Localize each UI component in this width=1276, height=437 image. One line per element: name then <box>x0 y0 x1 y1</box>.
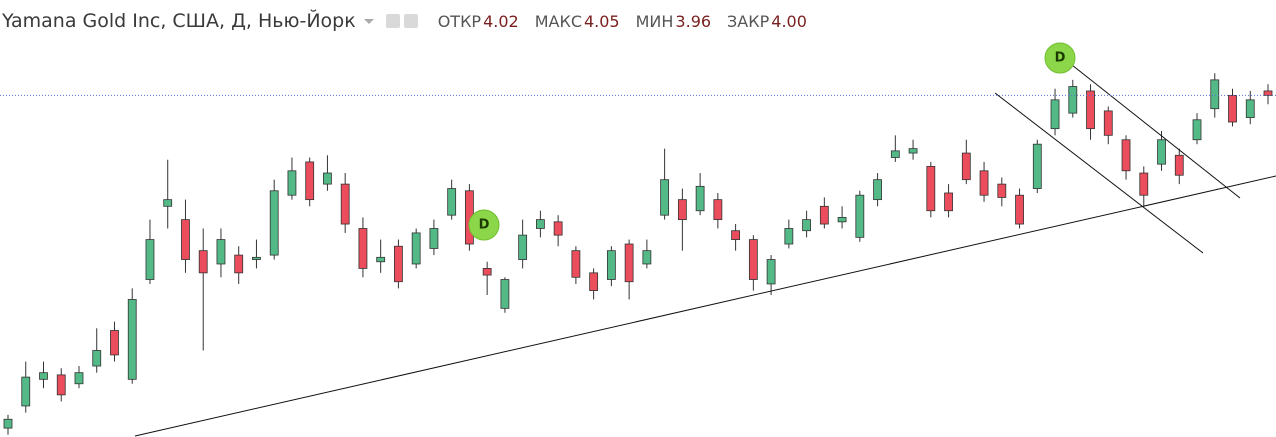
candle-body <box>429 228 439 249</box>
ohlc-item: ЗАКР 4.00 <box>727 12 807 31</box>
candle-body <box>1068 86 1078 114</box>
candle-body <box>198 250 208 274</box>
marker-label: D <box>479 218 490 233</box>
candle-body <box>642 250 652 265</box>
candle-body <box>731 230 741 240</box>
candle-body <box>1103 110 1113 136</box>
candle-body <box>944 192 953 212</box>
candle-body <box>305 161 315 201</box>
candle-body <box>571 250 581 278</box>
ohlc-item: ОТКР 4.02 <box>438 12 519 31</box>
candle-body <box>1139 172 1149 196</box>
candle-body <box>624 243 634 283</box>
candle-body <box>1015 194 1024 225</box>
candle-body <box>1228 94 1237 123</box>
candle-body <box>606 250 616 280</box>
ohlc-item: МАКС 4.05 <box>535 12 620 31</box>
ohlc-label: ОТКР <box>437 11 482 31</box>
candle-body <box>21 376 31 407</box>
candle-body <box>447 188 457 216</box>
candle-body <box>92 350 102 367</box>
candle-body <box>535 219 545 229</box>
candle-body <box>997 183 1007 198</box>
candle-body <box>74 372 84 385</box>
candle-body <box>145 239 155 280</box>
candle-body <box>802 219 811 232</box>
ohlc-value: 4.00 <box>771 11 807 31</box>
candle-body <box>482 268 492 276</box>
candle-body <box>56 374 66 396</box>
ohlc-label: МАКС <box>534 11 582 31</box>
candle-body <box>1086 90 1095 130</box>
dropdown-caret[interactable] <box>363 18 374 24</box>
ohlc-value: 4.05 <box>583 11 620 31</box>
candle-body <box>660 179 670 216</box>
ohlc-item: МИН 3.96 <box>636 12 711 31</box>
candle-body <box>1192 119 1202 141</box>
candle-body <box>784 228 794 245</box>
candle-body <box>713 199 723 221</box>
candle-body <box>376 256 386 263</box>
candle-body <box>908 148 918 154</box>
candle-body <box>589 272 599 291</box>
candle-body <box>252 256 261 260</box>
candle-body <box>1263 90 1273 96</box>
candle-body <box>855 194 865 238</box>
candle-body <box>1210 79 1220 110</box>
candle-body <box>926 165 936 212</box>
ohlc-label: ЗАКР <box>727 11 770 31</box>
candle-body <box>766 259 776 285</box>
candle-body <box>837 216 847 223</box>
candle-body <box>163 199 173 207</box>
candle-body <box>695 185 705 212</box>
trend-line <box>134 175 1276 437</box>
candle-body <box>3 418 13 429</box>
candle-body <box>127 299 137 380</box>
candle-body <box>500 279 510 309</box>
dividend-marker[interactable]: D <box>1044 42 1076 74</box>
candle-body <box>979 170 989 196</box>
candle-body <box>340 183 350 225</box>
candle-body <box>553 221 563 236</box>
candle-body <box>323 172 332 185</box>
candle-body <box>1245 99 1255 118</box>
candle-body <box>677 199 687 221</box>
candles <box>3 73 1273 435</box>
candle-body <box>961 152 971 181</box>
candle-body <box>394 245 403 283</box>
candle-body <box>518 234 528 260</box>
candle-body <box>1121 139 1131 172</box>
settings-icon[interactable] <box>403 14 418 28</box>
candle-body <box>110 330 119 356</box>
candle-body <box>358 228 368 269</box>
candle-body <box>287 170 297 196</box>
candle-body <box>890 150 900 158</box>
candle-body <box>1050 99 1060 130</box>
candle-body <box>39 372 48 380</box>
ohlc-value: 4.02 <box>483 11 519 31</box>
candle-body <box>748 239 758 280</box>
candle-body <box>1032 143 1042 189</box>
candle-body <box>1174 154 1184 176</box>
candle-body <box>1157 139 1166 165</box>
dividend-marker[interactable]: D <box>468 209 500 241</box>
candle-body <box>216 239 226 265</box>
ohlc-label: МИН <box>635 11 674 31</box>
symbol-title[interactable]: Yamana Gold Inc, США, Д, Нью-Йорк <box>2 10 356 32</box>
candle-body <box>234 254 244 274</box>
candle-body <box>181 219 190 260</box>
legend: Yamana Gold Inc, США, Д, Нью-Йорк ОТКР 4.… <box>2 10 807 32</box>
channel-line <box>994 92 1204 254</box>
candle-body <box>411 232 421 265</box>
candle-body <box>819 205 829 225</box>
candle-body <box>269 190 279 256</box>
ohlc-value: 3.96 <box>675 11 712 31</box>
visibility-icon[interactable] <box>385 14 400 28</box>
candle-body <box>873 179 882 201</box>
channel-line <box>1071 64 1241 199</box>
marker-label: D <box>1055 51 1066 66</box>
